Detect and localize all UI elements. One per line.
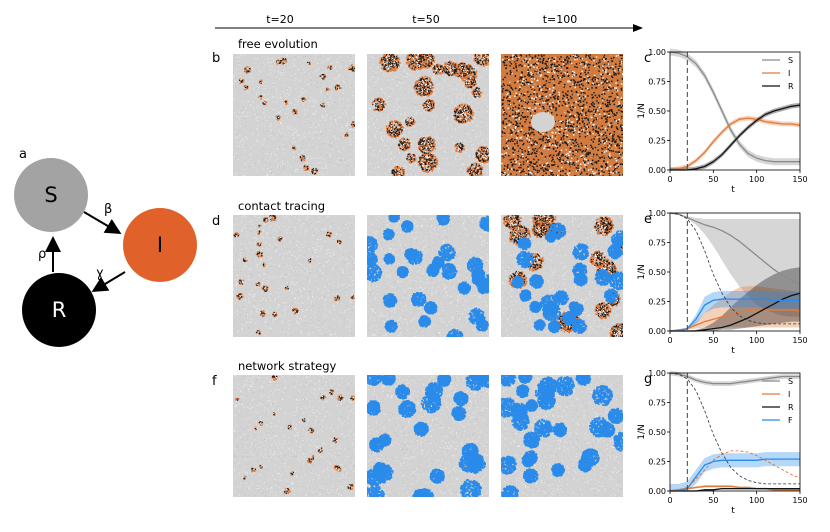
panel-letter-d: d <box>212 215 220 228</box>
series-line-S_ref <box>669 212 800 325</box>
y-tick-label: 0.25 <box>648 458 666 467</box>
row-title-contact-tracing: contact tracing <box>238 200 325 212</box>
row-title-network-strategy: network strategy <box>238 360 336 372</box>
node-R-label: R <box>52 298 67 322</box>
x-axis-label: t <box>731 346 735 356</box>
plot-frame <box>669 372 801 492</box>
series-line-S <box>669 51 800 163</box>
series-line-I <box>669 117 801 171</box>
sim-free-t20 <box>233 54 355 176</box>
sim-tracing-t100 <box>501 215 623 337</box>
panel-letter-e: e <box>644 212 652 227</box>
y-tick-label: 1.00 <box>648 209 666 218</box>
y-tick-label: 0.50 <box>648 268 666 277</box>
node-S-label: S <box>44 183 57 207</box>
sim-tracing-t50 <box>367 215 489 337</box>
row-title-free-evolution: free evolution <box>238 38 318 50</box>
x-tick-label: 150 <box>792 175 807 184</box>
sim-network-t20 <box>233 375 355 497</box>
legend-label-S: S <box>788 377 793 386</box>
series-line-I <box>669 309 801 332</box>
band-I <box>670 115 800 170</box>
y-tick-label: 0.50 <box>648 107 666 116</box>
series-line-S_ref <box>669 372 800 485</box>
sim-tracing-t20 <box>233 215 355 337</box>
time-label-t50: t=50 <box>396 14 456 25</box>
y-tick-label: 0.25 <box>648 298 666 307</box>
legend-label-R: R <box>788 82 794 91</box>
y-axis-label: 1/N <box>637 103 647 119</box>
rate-gamma: ɣ <box>96 267 104 280</box>
x-tick-label: 100 <box>749 336 764 345</box>
arrow-I-to-R <box>91 271 126 293</box>
time-label-t100: t=100 <box>530 14 590 25</box>
model-arrows <box>45 211 126 293</box>
rate-rho: ρ <box>38 248 46 261</box>
y-tick-label: 0.00 <box>648 166 666 175</box>
band-I <box>670 286 800 331</box>
x-tick-label: 150 <box>792 336 807 345</box>
x-tick-label: 50 <box>708 496 718 505</box>
series-line-I_ref <box>669 450 801 492</box>
x-tick-label: 0 <box>667 336 672 345</box>
y-tick-label: 0.75 <box>648 78 666 87</box>
x-tick-label: 0 <box>667 175 672 184</box>
y-tick-label: 1.00 <box>648 369 666 378</box>
rate-beta: β <box>104 203 112 216</box>
node-S: S <box>14 158 88 232</box>
x-tick-label: 100 <box>749 496 764 505</box>
sim-network-t50 <box>367 375 489 497</box>
y-tick-label: 0.25 <box>648 137 666 146</box>
y-axis-label: 1/N <box>637 264 647 280</box>
node-I: I <box>123 208 197 282</box>
sim-network-t100 <box>501 375 623 497</box>
y-tick-label: 0.75 <box>648 399 666 408</box>
panel-letter-b: b <box>212 52 220 65</box>
panel-letter-g: g <box>644 372 652 387</box>
x-tick-label: 50 <box>708 336 718 345</box>
sim-free-t100 <box>501 54 623 176</box>
x-tick-label: 50 <box>708 175 718 184</box>
legend-label-R: R <box>788 403 794 412</box>
node-R: R <box>22 273 96 347</box>
y-tick-label: 0.00 <box>648 327 666 336</box>
legend-label-F: F <box>788 416 793 425</box>
arrow-S-to-I <box>83 211 122 235</box>
y-tick-label: 0.75 <box>648 239 666 248</box>
y-tick-label: 0.00 <box>648 487 666 496</box>
x-axis-label: t <box>731 185 735 195</box>
legend-label-S: S <box>788 56 793 65</box>
chart-e: 0 50 100 150 0.00 0.25 0.50 0.75 1.00 t 1/N e <box>637 205 815 356</box>
band-R <box>670 102 800 170</box>
series-line-S <box>669 212 801 285</box>
band-R <box>670 267 800 331</box>
x-tick-label: 150 <box>792 496 807 505</box>
band-F <box>670 452 800 491</box>
band-F <box>670 290 800 331</box>
legend-label-I: I <box>788 69 790 78</box>
series-line-I <box>669 485 800 492</box>
x-tick-label: 100 <box>749 175 764 184</box>
series-line-R <box>670 104 801 171</box>
series-line-F <box>670 458 800 492</box>
series-line-S <box>669 372 800 385</box>
legend-label-I: I <box>788 390 790 399</box>
node-I-label: I <box>157 233 163 257</box>
series-line-F <box>670 298 800 332</box>
panel-letter-c: c <box>644 51 651 66</box>
panel-letter-a: a <box>19 148 27 161</box>
panel-letter-f: f <box>212 375 217 388</box>
y-axis-label: 1/N <box>637 424 647 440</box>
timeline-arrow <box>215 24 643 32</box>
y-tick-label: 0.50 <box>648 428 666 437</box>
x-tick-label: 0 <box>667 496 672 505</box>
band-S <box>670 213 800 317</box>
x-axis-label: t <box>731 506 735 516</box>
y-tick-label: 1.00 <box>648 48 666 57</box>
time-label-t20: t=20 <box>250 14 310 25</box>
sim-free-t50 <box>367 54 489 176</box>
